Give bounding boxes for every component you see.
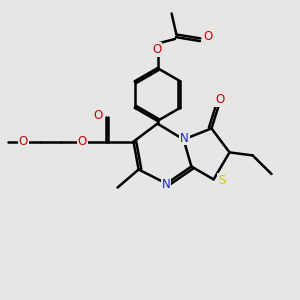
- Text: O: O: [152, 43, 161, 56]
- Text: O: O: [19, 135, 28, 148]
- Text: N: N: [180, 131, 189, 145]
- Text: O: O: [93, 109, 102, 122]
- Text: O: O: [78, 135, 87, 148]
- Text: S: S: [218, 173, 225, 187]
- Text: O: O: [215, 93, 224, 106]
- Text: O: O: [204, 30, 213, 44]
- Text: N: N: [161, 178, 170, 191]
